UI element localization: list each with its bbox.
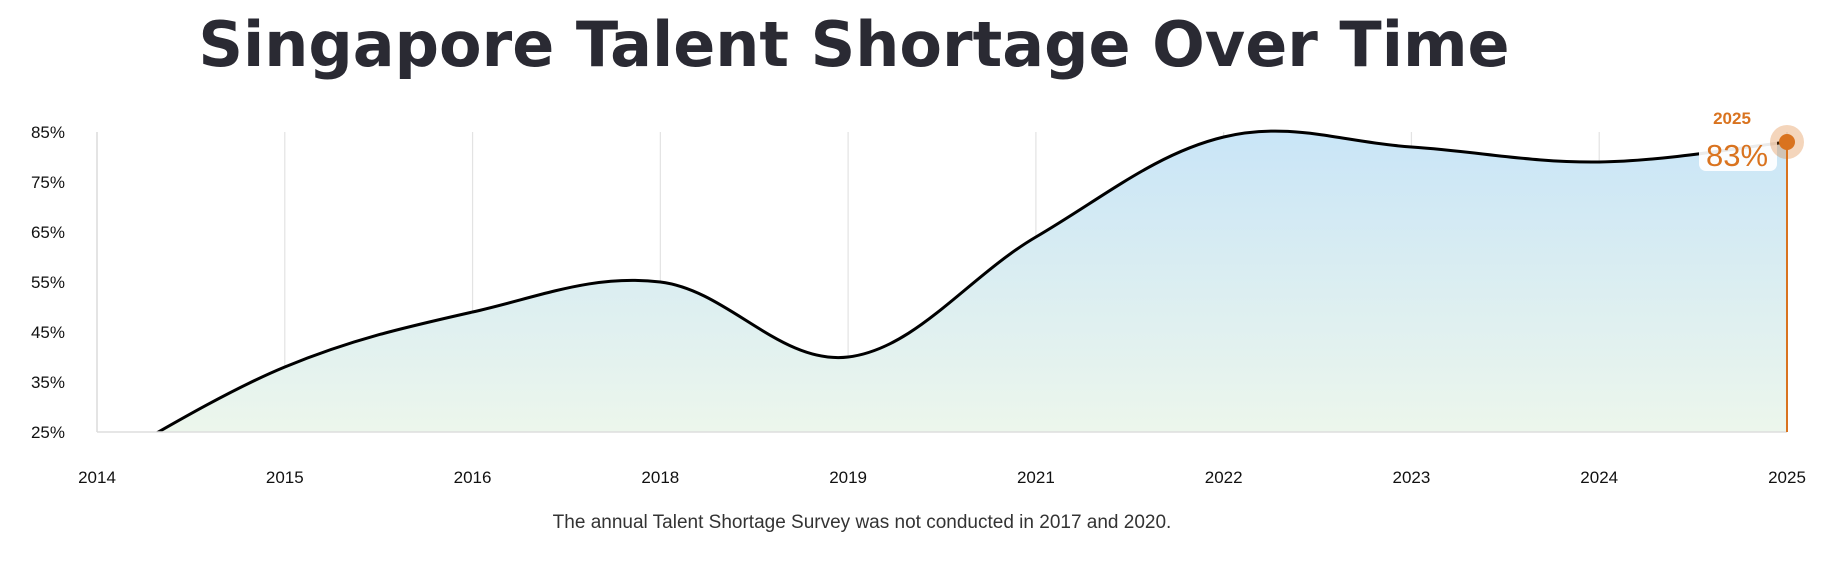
highlight-point bbox=[1779, 134, 1795, 150]
highlight-year-label: 2025 bbox=[1713, 109, 1751, 128]
series-line bbox=[155, 129, 1788, 432]
x-tick-label: 2014 bbox=[78, 468, 116, 487]
chart-title: Singapore Talent Shortage Over Time bbox=[198, 8, 1510, 81]
x-tick-label: 2021 bbox=[1017, 468, 1055, 487]
x-tick-label: 2019 bbox=[829, 468, 867, 487]
x-tick-label: 2025 bbox=[1768, 468, 1806, 487]
y-tick-label: 35% bbox=[31, 373, 65, 392]
chart-footnote: The annual Talent Shortage Survey was no… bbox=[552, 512, 1172, 533]
y-tick-label: 45% bbox=[31, 323, 65, 342]
x-tick-label: 2015 bbox=[266, 468, 304, 487]
x-tick-label: 2022 bbox=[1205, 468, 1243, 487]
x-tick-label: 2016 bbox=[454, 468, 492, 487]
y-tick-label: 65% bbox=[31, 223, 65, 242]
x-tick-label: 2018 bbox=[641, 468, 679, 487]
x-tick-label: 2023 bbox=[1393, 468, 1431, 487]
x-tick-label: 2024 bbox=[1580, 468, 1618, 487]
y-tick-label: 25% bbox=[31, 423, 65, 442]
area-fill bbox=[158, 131, 1787, 432]
y-tick-label: 85% bbox=[31, 123, 65, 142]
highlight-label-box bbox=[1699, 129, 1777, 171]
y-tick-label: 75% bbox=[31, 173, 65, 192]
highlight-value-label: 83% bbox=[1706, 138, 1768, 173]
y-tick-label: 55% bbox=[31, 273, 65, 292]
